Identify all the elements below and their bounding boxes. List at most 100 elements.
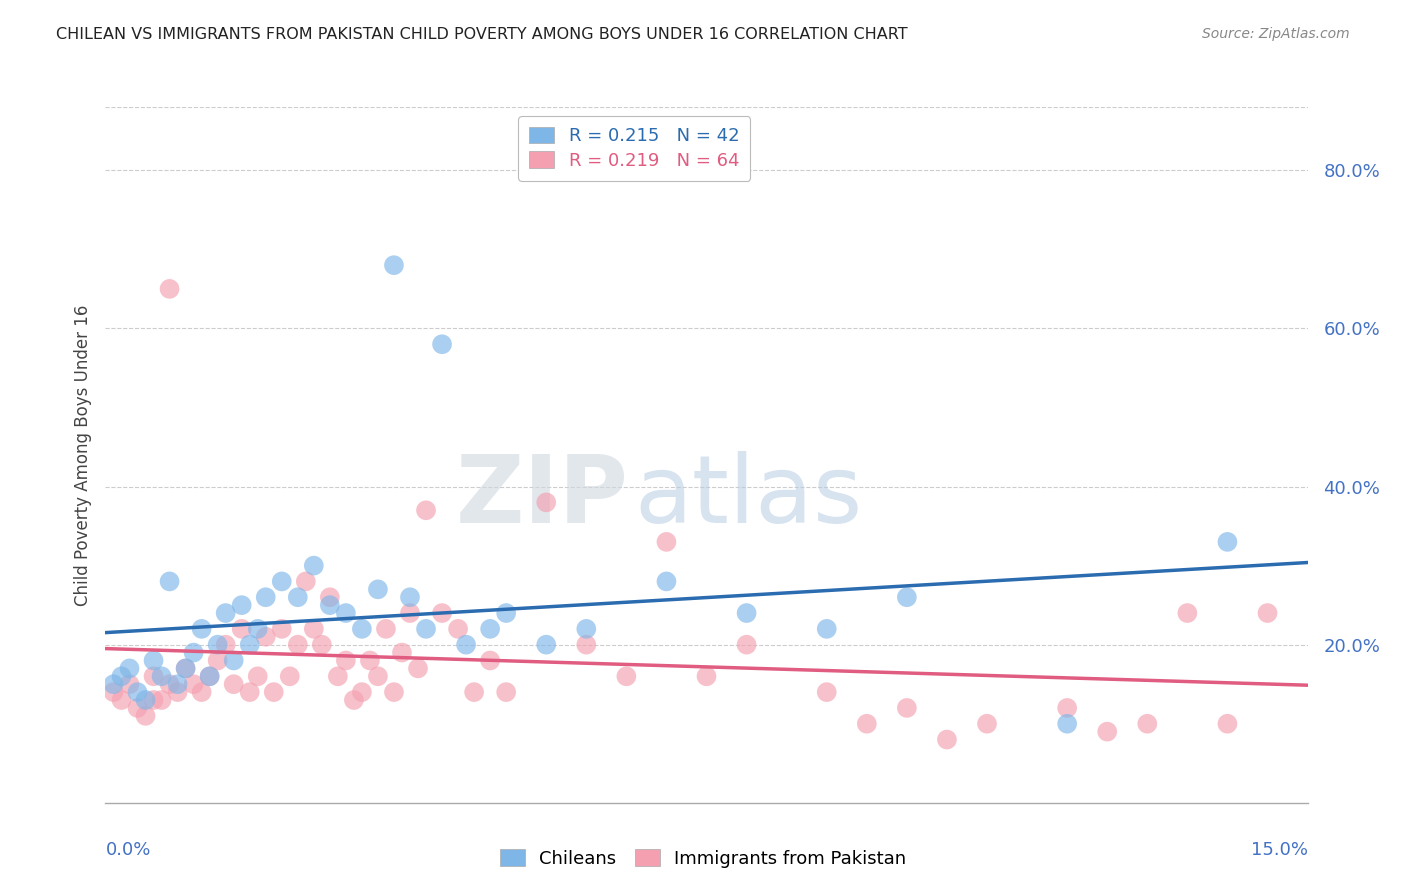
Point [343,693,366,707]
Point [190,622,212,636]
Point [159,282,181,296]
Point [103,685,125,699]
Point [174,661,197,675]
Point [735,638,758,652]
Point [534,638,557,652]
Point [1097,724,1119,739]
Point [166,677,188,691]
Point [1177,606,1199,620]
Point [454,638,477,652]
Point [374,622,398,636]
Point [399,606,422,620]
Point [135,693,157,707]
Point [399,591,422,605]
Point [855,716,877,731]
Text: Source: ZipAtlas.com: Source: ZipAtlas.com [1202,27,1350,41]
Point [287,638,309,652]
Point [311,638,333,652]
Point [495,685,517,699]
Point [159,677,181,691]
Point [382,258,405,272]
Point [335,653,357,667]
Point [495,606,517,620]
Point [350,685,373,699]
Point [319,598,342,612]
Point [214,606,236,620]
Point [159,574,181,589]
Text: 15.0%: 15.0% [1250,841,1308,859]
Point [335,606,357,620]
Point [190,685,212,699]
Point [278,669,301,683]
Point [135,708,157,723]
Point [183,677,205,691]
Point [735,606,758,620]
Point [207,653,229,667]
Point [1216,534,1239,549]
Point [103,677,125,691]
Point [118,677,141,691]
Point [246,622,269,636]
Legend: Chileans, Immigrants from Pakistan: Chileans, Immigrants from Pakistan [489,838,917,879]
Point [270,574,292,589]
Point [231,622,253,636]
Point [463,685,485,699]
Point [415,503,437,517]
Point [575,638,598,652]
Point [207,638,229,652]
Point [1056,716,1078,731]
Point [214,638,236,652]
Point [534,495,557,509]
Point [270,622,292,636]
Point [479,653,502,667]
Point [575,622,598,636]
Point [239,685,262,699]
Point [110,693,132,707]
Point [183,646,205,660]
Point [142,693,165,707]
Point [406,661,429,675]
Point [166,685,188,699]
Point [430,606,453,620]
Point [326,669,349,683]
Text: atlas: atlas [634,450,863,542]
Point [367,669,389,683]
Point [936,732,959,747]
Point [447,622,470,636]
Point [976,716,998,731]
Text: ZIP: ZIP [456,450,628,542]
Point [1216,716,1239,731]
Point [479,622,502,636]
Point [896,701,918,715]
Point [696,669,718,683]
Point [174,661,197,675]
Point [198,669,221,683]
Point [1257,606,1279,620]
Point [367,582,389,597]
Point [118,661,141,675]
Point [142,669,165,683]
Point [655,534,678,549]
Point [127,701,149,715]
Point [430,337,453,351]
Point [150,669,173,683]
Point [1056,701,1078,715]
Point [815,685,838,699]
Point [815,622,838,636]
Point [142,653,165,667]
Legend: R = 0.215   N = 42, R = 0.219   N = 64: R = 0.215 N = 42, R = 0.219 N = 64 [519,116,751,180]
Point [198,669,221,683]
Point [350,622,373,636]
Point [1136,716,1159,731]
Point [415,622,437,636]
Point [302,622,325,636]
Point [150,693,173,707]
Point [295,574,318,589]
Y-axis label: Child Poverty Among Boys Under 16: Child Poverty Among Boys Under 16 [73,304,91,606]
Point [254,630,277,644]
Point [231,598,253,612]
Point [127,685,149,699]
Point [222,653,245,667]
Point [110,669,132,683]
Text: CHILEAN VS IMMIGRANTS FROM PAKISTAN CHILD POVERTY AMONG BOYS UNDER 16 CORRELATIO: CHILEAN VS IMMIGRANTS FROM PAKISTAN CHIL… [56,27,908,42]
